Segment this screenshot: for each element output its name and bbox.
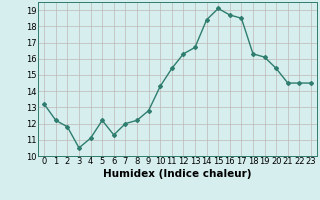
X-axis label: Humidex (Indice chaleur): Humidex (Indice chaleur): [103, 169, 252, 179]
